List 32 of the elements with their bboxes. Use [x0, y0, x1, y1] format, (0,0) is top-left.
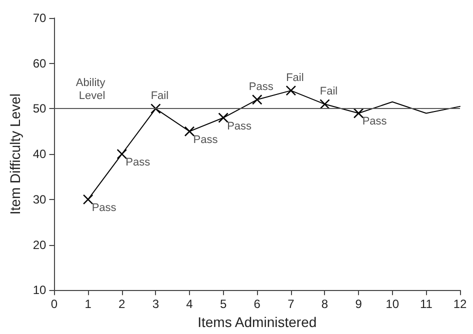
annotation: Pass — [126, 156, 151, 169]
x-tick-label: 7 — [288, 297, 295, 312]
annotation: Pass — [248, 81, 274, 94]
x-tick-label: 10 — [386, 297, 400, 312]
x-tick-label: 4 — [186, 297, 194, 312]
x-tick-label: 6 — [254, 297, 261, 312]
y-tick-label: 40 — [32, 147, 47, 162]
x-tick-label: 3 — [152, 297, 160, 312]
y-axis-title: Item Difficulty Level — [7, 93, 23, 215]
y-tick-label: 50 — [32, 102, 47, 116]
x-axis-title: Items Administered — [198, 314, 317, 330]
annotation: Fail — [286, 72, 304, 84]
y-tick-label: 70 — [32, 11, 47, 25]
x-tick-label: 1 — [84, 297, 92, 312]
annotation: Ability Level — [76, 77, 108, 102]
annotation: Pass — [227, 120, 252, 132]
x-tick-label: 2 — [118, 297, 126, 312]
annotation: Pass — [362, 116, 388, 128]
annotation: Pass — [193, 134, 218, 146]
x-tick-label: 11 — [420, 297, 433, 312]
x-tick-label: 8 — [321, 297, 328, 312]
annotation: Fail — [150, 90, 169, 102]
x-tick-label: 9 — [355, 297, 362, 312]
y-tick-label: 60 — [32, 56, 47, 70]
annotation: Pass — [92, 202, 117, 214]
annotation: Fail — [320, 86, 338, 98]
y-tick-label: 20 — [32, 238, 47, 252]
y-tick-label: 30 — [32, 192, 47, 206]
x-tick-label: 5 — [220, 297, 227, 312]
x-tick-label: 12 — [453, 297, 467, 312]
x-tick-label: 0 — [50, 297, 58, 312]
y-tick-label: 10 — [32, 283, 47, 298]
